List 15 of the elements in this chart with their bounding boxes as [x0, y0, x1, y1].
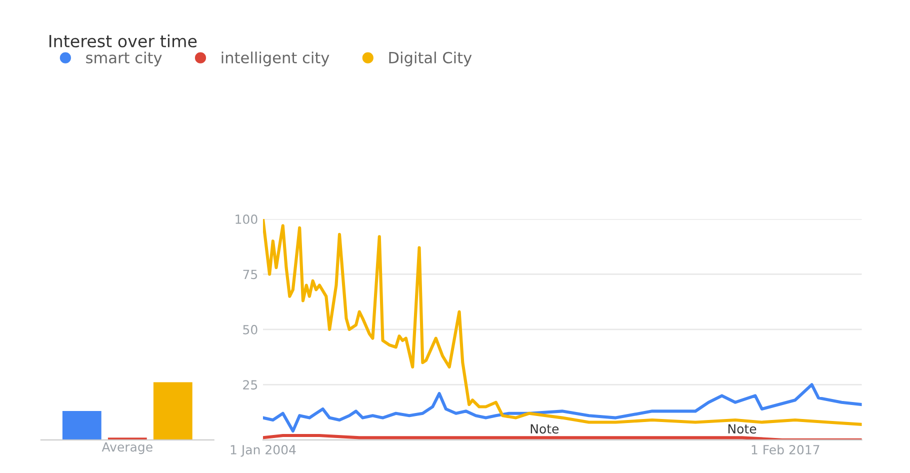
y-tick-label: 100: [236, 214, 258, 224]
legend-label: intelligent city: [222, 52, 330, 66]
annotation: Note: [530, 424, 559, 434]
x-tick-label: 1 Feb 2017: [752, 444, 820, 454]
legend-label: smart city: [86, 52, 162, 66]
x-axis-title: Average: [102, 442, 152, 454]
annotation: Note: [728, 424, 756, 434]
chart-title: Interest over time: [50, 34, 197, 48]
line-series: [262, 383, 862, 433]
y-tick-label: 50: [243, 324, 258, 334]
line-series: [262, 219, 862, 426]
y-tick-label: 25: [243, 380, 258, 390]
y-tick-label: 75: [243, 270, 258, 280]
x-tick-label: 1 Jan 2004: [230, 444, 296, 457]
legend-label: Digital City: [389, 52, 472, 66]
